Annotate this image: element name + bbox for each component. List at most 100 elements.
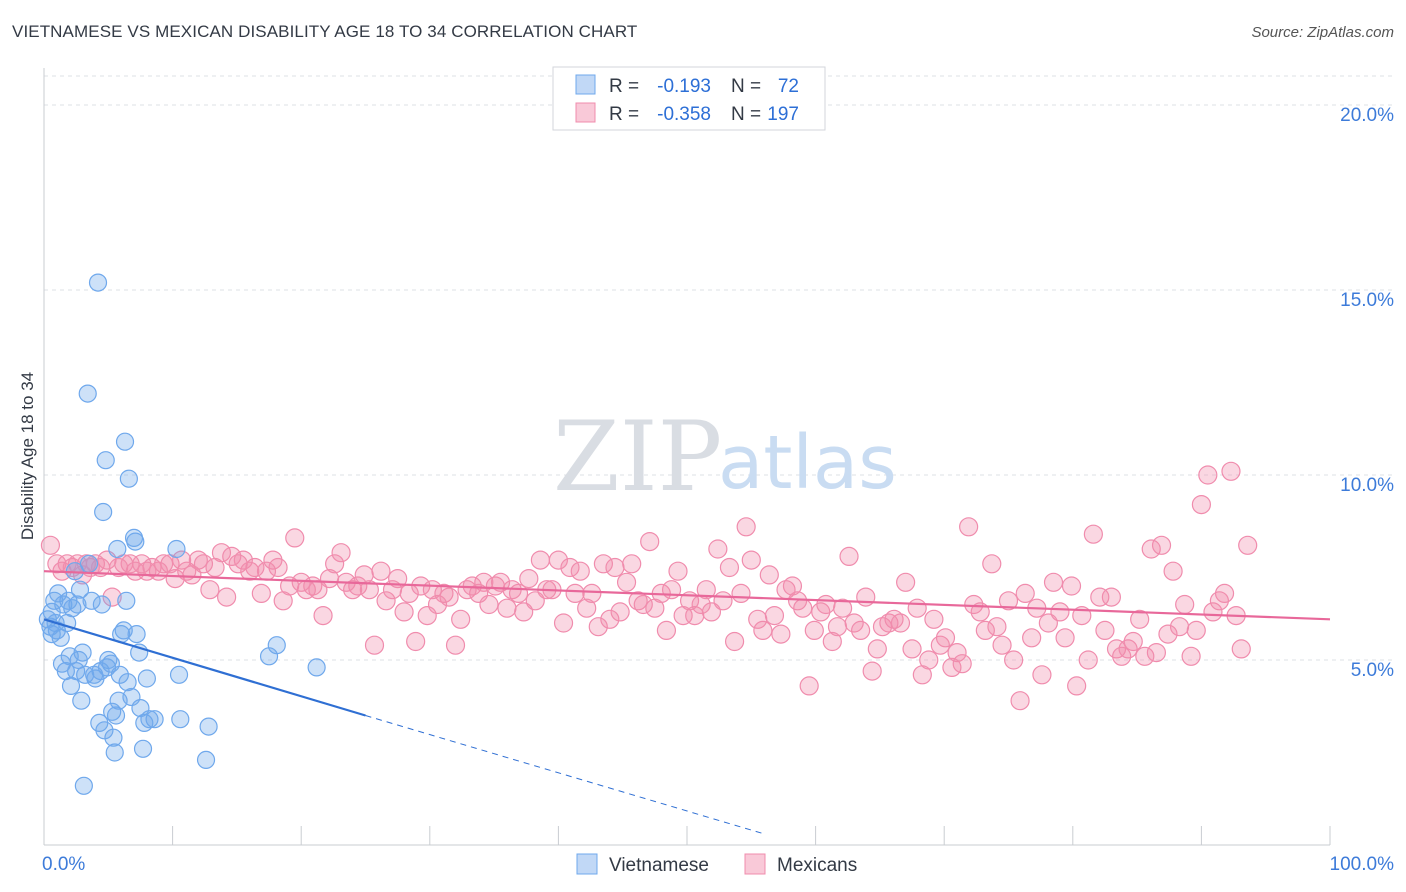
mexicans-point-193 [1135,646,1155,666]
mexicans-point-87 [530,550,550,570]
mexicans-point-58 [364,635,385,655]
mexicans-point-51 [325,554,345,574]
mexicans-point-62 [388,568,408,589]
mexicans-point-12 [102,587,122,607]
mexicans-point-97 [588,617,608,637]
mexicans-point-162 [959,517,979,537]
mexicans-point-171 [1010,691,1030,711]
legend-n-label-1: N = [731,76,761,97]
mexicans-point-141 [839,546,859,567]
watermark: ZIP atlas [553,401,897,513]
mexicans-point-138 [822,631,842,652]
mexicans-point-203 [1191,495,1212,515]
mexicans-point-146 [867,639,887,659]
legend-r-value-2: -0.358 [657,104,711,125]
x-ticks [43,826,1331,845]
trend-lines [43,570,1331,835]
mexicans-point-94 [570,561,590,581]
chart-title: VIETNAMESE VS MEXICAN DISABILITY AGE 18 … [12,22,638,41]
mexicans-point-195 [1146,642,1166,663]
vietnamese-point-34 [92,595,111,614]
vietnamese-point-7 [49,584,68,603]
mexicans-point-165 [975,620,995,641]
vietnamese-point-57 [127,624,146,644]
vietnamese-points [38,273,326,795]
mexicans-point-186 [1095,620,1115,641]
mexicans-point-70 [434,583,454,604]
mexicans-point-152 [902,639,922,659]
chart-source: Source: ZipAtlas.com [1251,24,1394,41]
bottom-legend-swatch-mexicans [744,853,766,875]
mexicans-point-95 [577,598,597,618]
mexicans-point-59 [371,561,391,581]
mexicans-point-96 [582,583,602,604]
vietnamese-point-31 [88,273,108,292]
mexicans-point-199 [1169,617,1190,637]
mexicans-point-131 [782,576,803,596]
mexicans-point-185 [1090,587,1110,607]
legend-swatch-vietnamese [575,74,596,95]
mexicans-point-198 [1163,561,1183,581]
mexicans-point-169 [998,591,1019,611]
mexicans-point-176 [1038,613,1058,633]
bottom-legend-label-vietnamese: Vietnamese [609,855,709,876]
legend-n-value-1: 72 [778,76,799,97]
mexicans-point-158 [935,628,956,648]
vietnamese-point-50 [115,432,135,451]
vietnamese-point-69 [199,717,218,736]
mexicans-point-86 [525,591,545,611]
mexicans-point-109 [656,620,677,641]
y-tick-label-1: 10.0% [1340,475,1394,496]
mexicans-point-0 [40,535,61,555]
vietnamese-point-67 [171,710,190,729]
vietnamese-point-56 [126,532,145,551]
mexicans-point-44 [285,528,305,548]
mexicans-point-52 [331,543,351,563]
mexicans-point-191 [1123,631,1143,652]
legend-swatch-mexicans [575,102,596,123]
mexicans-point-173 [1022,628,1042,648]
mexicans-point-178 [1050,602,1070,622]
mexicans-point-84 [514,602,534,622]
vietnamese-point-47 [110,665,129,684]
mexicans-point-93 [565,583,585,604]
vietnamese-point-43 [105,743,124,762]
vietnamese-point-66 [169,665,189,684]
vietnamese-point-71 [267,636,286,655]
mexicans-point-170 [1004,650,1024,670]
mexicans-point-140 [833,598,853,618]
y-axis-title: Disability Age 18 to 34 [18,372,37,540]
mexicans-point-31 [211,543,232,563]
mexicans-point-98 [593,554,614,574]
mexicans-point-151 [896,572,916,592]
mexicans-point-142 [844,613,864,633]
vietnamese-point-63 [140,710,159,729]
vietnamese-point-18 [67,661,86,681]
vietnamese-point-64 [145,710,164,729]
mexicans-point-119 [713,591,733,611]
vietnamese-point-24 [74,776,93,795]
x-tick-label-min: 0.0% [42,854,85,875]
vietnamese-point-26 [78,384,97,403]
vietnamese-point-72 [307,658,326,677]
mexicans-point-161 [952,654,972,674]
mexicans-point-211 [1238,535,1258,555]
mexicans-point-155 [919,650,939,670]
mexicans-point-91 [553,613,574,633]
mexicans-point-153 [907,598,927,618]
mexicans-point-150 [890,613,911,633]
mexicans-point-202 [1186,620,1206,641]
y-tick-labels: 5.0% 10.0% 15.0% 20.0% [1340,105,1394,681]
vietnamese-point-62 [137,669,156,688]
mexicans-point-180 [1061,576,1082,596]
mexicans-point-27 [188,550,208,570]
mexicans-point-35 [233,550,253,570]
vietnamese-point-42 [104,728,123,747]
mexicans-point-123 [736,517,756,537]
watermark-atlas: atlas [718,420,897,506]
vietnamese-point-21 [70,580,90,599]
mexicans-point-104 [628,591,648,611]
vietnamese-point-51 [117,591,136,610]
mexicans-point-197 [1158,624,1178,644]
